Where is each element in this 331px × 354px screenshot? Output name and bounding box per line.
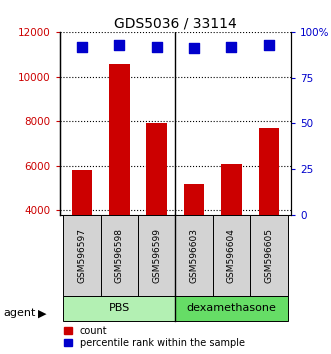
Text: GSM596599: GSM596599 (152, 228, 161, 283)
Bar (63, 296, 175, 321)
Bar (72, 170, 92, 300)
Title: GDS5036 / 33114: GDS5036 / 33114 (114, 17, 237, 31)
Point (191, 46, 197, 51)
Text: PBS: PBS (109, 303, 130, 313)
Bar (63, 215, 101, 296)
Bar (109, 64, 130, 300)
Text: GSM596603: GSM596603 (190, 228, 199, 283)
Text: dexamethasone: dexamethasone (187, 303, 276, 313)
Bar (175, 215, 213, 296)
Text: GSM596598: GSM596598 (115, 228, 124, 283)
Bar (213, 215, 250, 296)
Legend: count, percentile rank within the sample: count, percentile rank within the sample (65, 326, 245, 348)
Bar (184, 184, 205, 300)
Point (79, 44, 85, 49)
Bar (138, 215, 175, 296)
Bar (101, 215, 138, 296)
Bar (250, 215, 288, 296)
Bar (221, 164, 242, 300)
Point (154, 44, 160, 49)
Point (117, 42, 122, 47)
Text: GSM596605: GSM596605 (264, 228, 273, 283)
Bar (259, 128, 279, 300)
Point (266, 42, 271, 47)
Bar (175, 296, 288, 321)
Bar (146, 124, 167, 300)
Text: ▶: ▶ (38, 308, 47, 318)
Text: GSM596604: GSM596604 (227, 228, 236, 283)
Text: GSM596597: GSM596597 (77, 228, 86, 283)
Point (229, 44, 234, 49)
Text: agent: agent (3, 308, 36, 318)
